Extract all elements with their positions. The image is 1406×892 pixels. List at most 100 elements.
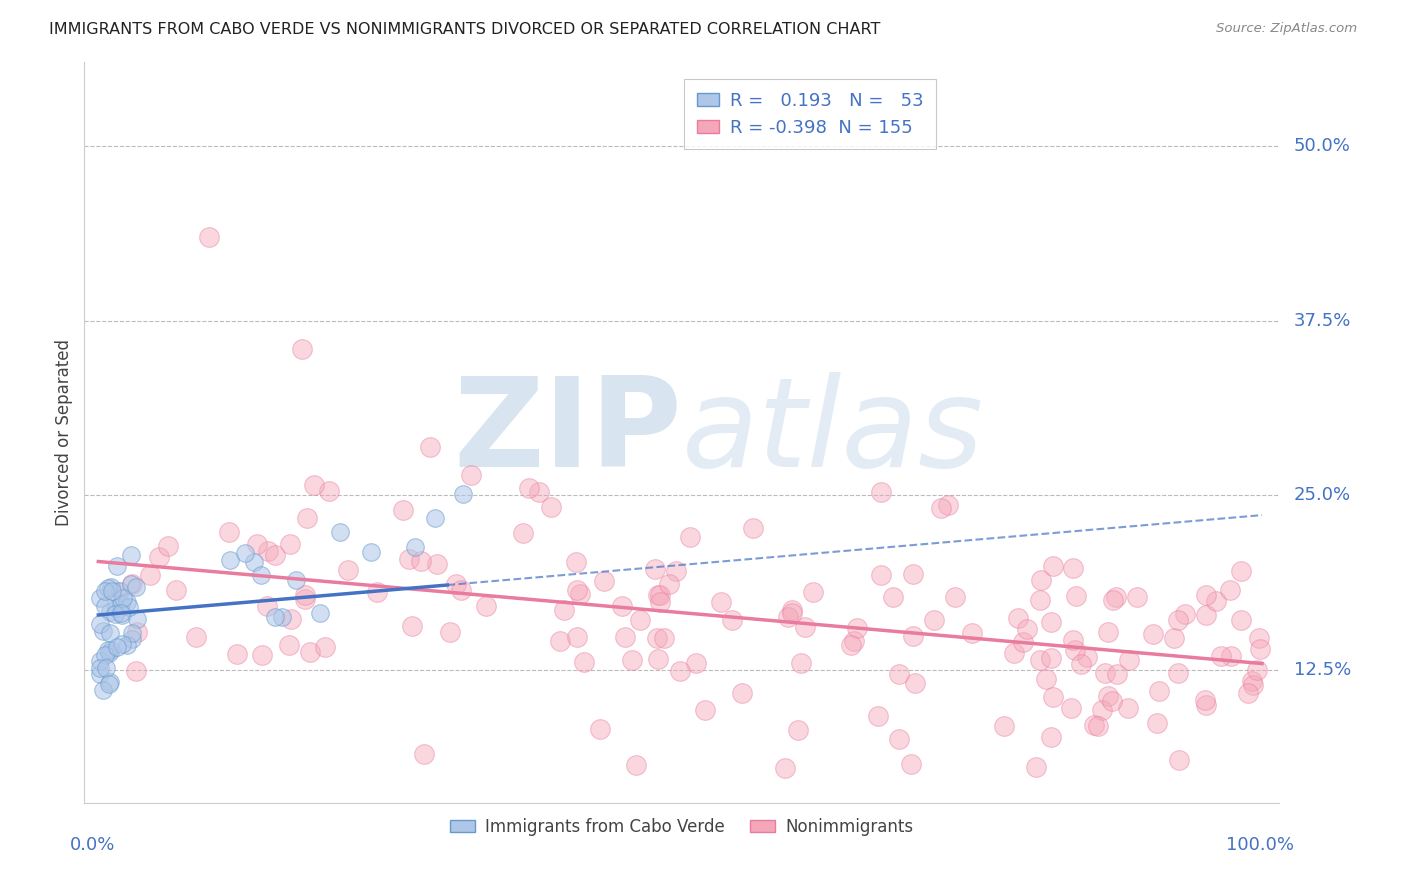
Point	[401, 619, 423, 633]
Point	[423, 511, 446, 525]
Point	[125, 581, 148, 595]
Point	[105, 640, 128, 655]
Point	[294, 588, 316, 602]
Point	[610, 599, 633, 613]
Point	[1195, 698, 1218, 713]
Point	[225, 647, 247, 661]
Point	[1040, 615, 1063, 630]
Point	[1097, 689, 1119, 703]
Point	[127, 612, 149, 626]
Point	[962, 625, 984, 640]
Point	[110, 606, 132, 620]
Text: 100.0%: 100.0%	[1226, 836, 1294, 855]
Point	[1060, 701, 1083, 715]
Point	[589, 722, 612, 736]
Point	[1147, 684, 1170, 698]
Point	[121, 577, 143, 591]
Point	[392, 503, 415, 517]
Point	[100, 584, 122, 599]
Point	[96, 661, 118, 675]
Point	[801, 585, 824, 599]
Point	[1116, 701, 1139, 715]
Point	[567, 630, 589, 644]
Point	[105, 584, 128, 599]
Point	[1220, 648, 1243, 663]
Legend: Immigrants from Cabo Verde, Nonimmigrants: Immigrants from Cabo Verde, Nonimmigrant…	[444, 811, 920, 843]
Point	[887, 666, 910, 681]
Point	[1168, 753, 1191, 767]
Point	[1031, 573, 1053, 587]
Y-axis label: Divorced or Separated: Divorced or Separated	[55, 339, 73, 526]
Point	[148, 550, 170, 565]
Point	[1039, 730, 1062, 744]
Point	[929, 501, 952, 516]
Point	[115, 595, 138, 609]
Point	[97, 677, 120, 691]
Point	[529, 485, 551, 500]
Point	[1194, 692, 1216, 706]
Point	[1042, 558, 1064, 573]
Point	[517, 482, 540, 496]
Point	[318, 484, 340, 499]
Point	[922, 613, 945, 627]
Point	[553, 603, 575, 617]
Point	[652, 632, 675, 646]
Point	[263, 548, 285, 562]
Point	[1102, 593, 1125, 607]
Point	[278, 638, 301, 652]
Point	[644, 562, 666, 576]
Point	[780, 603, 803, 617]
Point	[1062, 633, 1084, 648]
Point	[111, 591, 134, 606]
Point	[1042, 690, 1064, 704]
Text: ZIP: ZIP	[453, 372, 682, 493]
Point	[329, 524, 352, 539]
Point	[1064, 589, 1087, 603]
Point	[993, 719, 1015, 733]
Point	[451, 487, 474, 501]
Point	[846, 621, 869, 635]
Point	[98, 605, 121, 619]
Point	[110, 584, 132, 599]
Point	[285, 573, 308, 587]
Point	[1205, 594, 1227, 608]
Point	[665, 564, 688, 578]
Point	[97, 643, 120, 657]
Point	[309, 607, 332, 621]
Point	[263, 609, 285, 624]
Point	[1163, 632, 1185, 646]
Point	[336, 563, 359, 577]
Point	[98, 674, 121, 689]
Point	[1174, 607, 1197, 621]
Point	[120, 577, 142, 591]
Point	[569, 587, 592, 601]
Point	[1230, 564, 1253, 578]
Point	[94, 584, 117, 599]
Point	[105, 558, 128, 573]
Point	[1040, 651, 1063, 665]
Point	[1101, 693, 1123, 707]
Text: 25.0%: 25.0%	[1294, 486, 1351, 505]
Point	[115, 638, 138, 652]
Point	[731, 686, 754, 700]
Point	[1083, 717, 1105, 731]
Point	[94, 599, 117, 613]
Point	[869, 485, 891, 500]
Point	[647, 588, 669, 602]
Point	[778, 610, 800, 624]
Point	[658, 577, 681, 591]
Point	[186, 631, 208, 645]
Point	[413, 747, 436, 761]
Point	[1167, 613, 1189, 627]
Point	[1035, 672, 1057, 686]
Point	[256, 599, 278, 613]
Point	[304, 477, 326, 491]
Point	[250, 648, 273, 662]
Point	[1015, 622, 1038, 636]
Point	[887, 732, 910, 747]
Point	[111, 608, 134, 623]
Point	[1118, 653, 1140, 667]
Point	[245, 537, 267, 551]
Point	[1246, 663, 1268, 677]
Point	[100, 642, 122, 657]
